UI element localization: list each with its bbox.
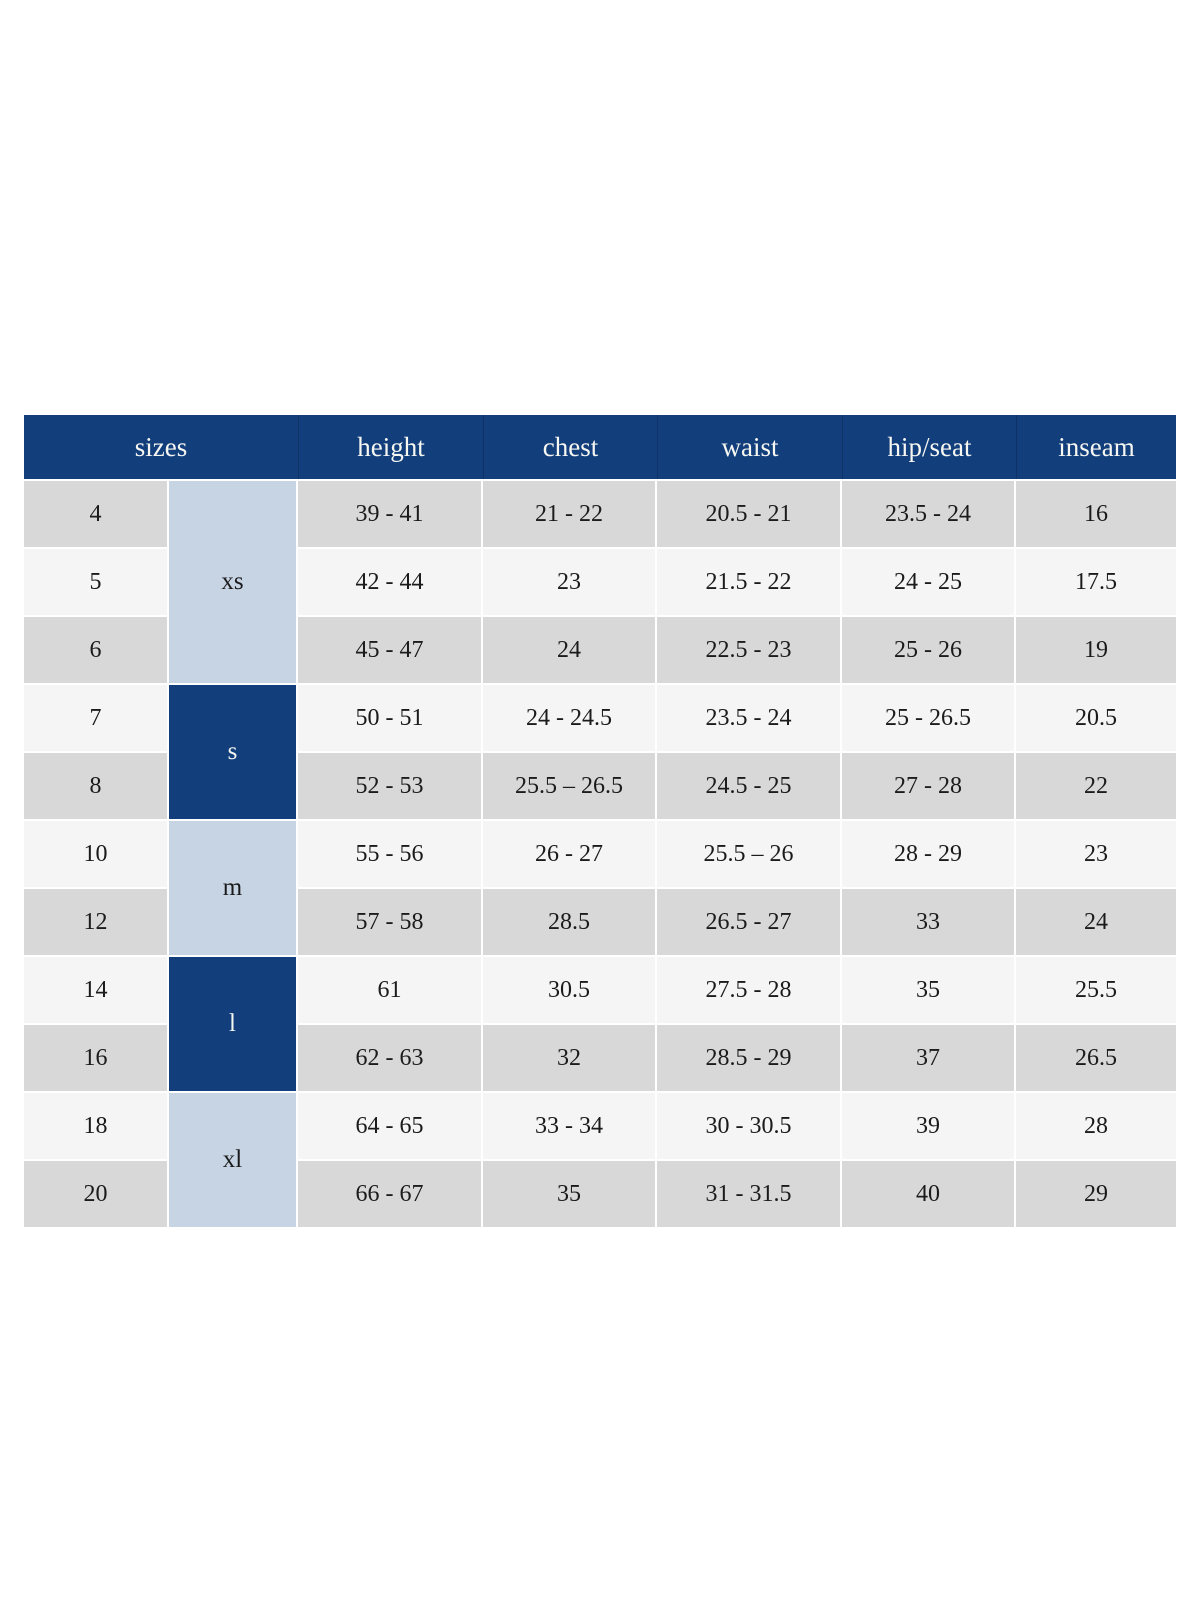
column-header-waist: waist	[657, 415, 842, 479]
column-header-hip-seat: hip/seat	[842, 415, 1016, 479]
hip-seat-cell: 23.5 - 24	[842, 481, 1014, 547]
size-cell: 4	[24, 481, 167, 547]
inseam-cell: 29	[1016, 1161, 1176, 1227]
size-cell: 6	[24, 617, 167, 683]
size-group-l: l	[169, 957, 296, 1091]
hip-seat-cell: 35	[842, 957, 1014, 1023]
height-cell: 62 - 63	[298, 1025, 481, 1091]
table-header-row: sizes height chest waist hip/seat inseam	[24, 415, 1176, 479]
size-group-m: m	[169, 821, 296, 955]
size-group-xs: xs	[169, 481, 296, 683]
chest-cell: 26 - 27	[483, 821, 655, 887]
hip-seat-cell: 40	[842, 1161, 1014, 1227]
column-header-inseam: inseam	[1016, 415, 1176, 479]
chest-cell: 30.5	[483, 957, 655, 1023]
hip-seat-cell: 25 - 26	[842, 617, 1014, 683]
inseam-cell: 20.5	[1016, 685, 1176, 751]
inseam-cell: 26.5	[1016, 1025, 1176, 1091]
waist-cell: 25.5 – 26	[657, 821, 840, 887]
height-cell: 61	[298, 957, 481, 1023]
chest-cell: 21 - 22	[483, 481, 655, 547]
height-cell: 50 - 51	[298, 685, 481, 751]
waist-cell: 20.5 - 21	[657, 481, 840, 547]
waist-cell: 22.5 - 23	[657, 617, 840, 683]
chest-cell: 24 - 24.5	[483, 685, 655, 751]
inseam-cell: 22	[1016, 753, 1176, 819]
size-cell: 10	[24, 821, 167, 887]
chest-cell: 32	[483, 1025, 655, 1091]
inseam-cell: 24	[1016, 889, 1176, 955]
size-cell: 18	[24, 1093, 167, 1159]
height-cell: 52 - 53	[298, 753, 481, 819]
hip-seat-cell: 33	[842, 889, 1014, 955]
waist-cell: 30 - 30.5	[657, 1093, 840, 1159]
height-cell: 42 - 44	[298, 549, 481, 615]
waist-cell: 24.5 - 25	[657, 753, 840, 819]
waist-cell: 28.5 - 29	[657, 1025, 840, 1091]
hip-seat-cell: 37	[842, 1025, 1014, 1091]
waist-cell: 27.5 - 28	[657, 957, 840, 1023]
height-cell: 64 - 65	[298, 1093, 481, 1159]
hip-seat-cell: 27 - 28	[842, 753, 1014, 819]
size-group-xl: xl	[169, 1093, 296, 1227]
chest-cell: 35	[483, 1161, 655, 1227]
size-cell: 16	[24, 1025, 167, 1091]
chest-cell: 33 - 34	[483, 1093, 655, 1159]
height-cell: 66 - 67	[298, 1161, 481, 1227]
size-cell: 8	[24, 753, 167, 819]
waist-cell: 26.5 - 27	[657, 889, 840, 955]
chest-cell: 23	[483, 549, 655, 615]
size-cell: 12	[24, 889, 167, 955]
column-header-height: height	[298, 415, 483, 479]
size-cell: 7	[24, 685, 167, 751]
inseam-cell: 25.5	[1016, 957, 1176, 1023]
hip-seat-cell: 28 - 29	[842, 821, 1014, 887]
waist-cell: 31 - 31.5	[657, 1161, 840, 1227]
inseam-cell: 16	[1016, 481, 1176, 547]
inseam-cell: 23	[1016, 821, 1176, 887]
height-cell: 57 - 58	[298, 889, 481, 955]
hip-seat-cell: 25 - 26.5	[842, 685, 1014, 751]
column-header-chest: chest	[483, 415, 657, 479]
height-cell: 45 - 47	[298, 617, 481, 683]
height-cell: 39 - 41	[298, 481, 481, 547]
chest-cell: 28.5	[483, 889, 655, 955]
size-chart-table: sizes height chest waist hip/seat inseam…	[24, 415, 1176, 1227]
hip-seat-cell: 39	[842, 1093, 1014, 1159]
size-cell: 20	[24, 1161, 167, 1227]
column-header-sizes: sizes	[134, 431, 188, 462]
chest-cell: 24	[483, 617, 655, 683]
inseam-cell: 17.5	[1016, 549, 1176, 615]
size-cell: 14	[24, 957, 167, 1023]
waist-cell: 23.5 - 24	[657, 685, 840, 751]
waist-cell: 21.5 - 22	[657, 549, 840, 615]
size-cell: 5	[24, 549, 167, 615]
size-group-s: s	[169, 685, 296, 819]
chest-cell: 25.5 – 26.5	[483, 753, 655, 819]
hip-seat-cell: 24 - 25	[842, 549, 1014, 615]
size-chart-body: 4 39 - 41 21 - 22 20.5 - 21 23.5 - 24 16 5 42 -…	[24, 481, 1176, 1227]
height-cell: 55 - 56	[298, 821, 481, 887]
inseam-cell: 19	[1016, 617, 1176, 683]
inseam-cell: 28	[1016, 1093, 1176, 1159]
